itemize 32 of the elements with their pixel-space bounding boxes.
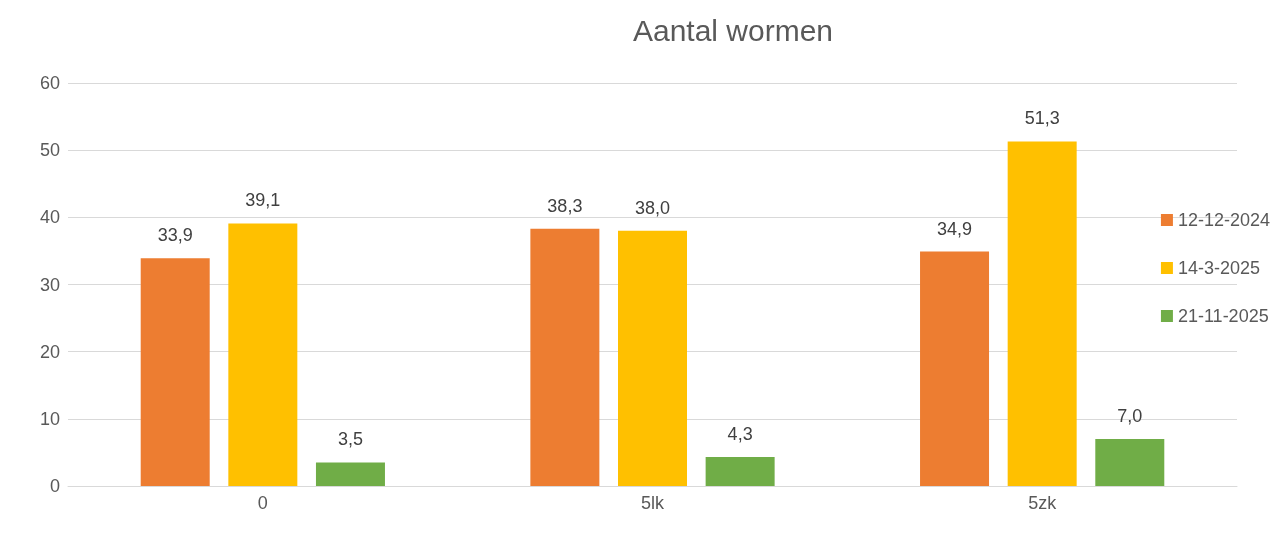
bar <box>1007 141 1077 486</box>
y-tick-label: 10 <box>39 408 60 429</box>
y-tick-label: 20 <box>39 341 60 362</box>
bar <box>530 228 600 486</box>
data-label: 33,9 <box>157 225 193 246</box>
x-tick-label: 0 <box>257 493 268 513</box>
y-tick-label: 40 <box>39 207 60 228</box>
legend-label: 21-11-2025 <box>1177 306 1269 326</box>
bar <box>315 462 385 486</box>
data-label: 4,3 <box>727 424 753 445</box>
bar <box>705 457 775 486</box>
x-tick-label: 5lk <box>640 493 665 513</box>
bar <box>920 251 990 486</box>
data-label: 38,3 <box>547 195 583 216</box>
data-label: 7,0 <box>1117 405 1143 426</box>
y-tick-label: 30 <box>39 274 60 295</box>
bar <box>1095 438 1165 486</box>
chart-title: Aantal wormen <box>632 13 834 47</box>
y-tick-label: 60 <box>39 73 60 93</box>
legend-label: 12-12-2024 <box>1177 210 1270 230</box>
bar <box>140 258 210 486</box>
y-tick-label: 50 <box>39 140 60 161</box>
legend-label: 14-3-2025 <box>1177 258 1260 278</box>
bar <box>228 223 298 486</box>
data-label: 39,1 <box>245 190 281 211</box>
y-tick-label: 0 <box>49 476 60 496</box>
data-label: 38,0 <box>634 197 671 218</box>
x-tick-label: 5zk <box>1028 493 1058 513</box>
bar <box>618 230 687 486</box>
data-label: 51,3 <box>1024 108 1060 129</box>
data-label: 3,5 <box>337 429 363 450</box>
data-label: 34,9 <box>937 218 973 239</box>
